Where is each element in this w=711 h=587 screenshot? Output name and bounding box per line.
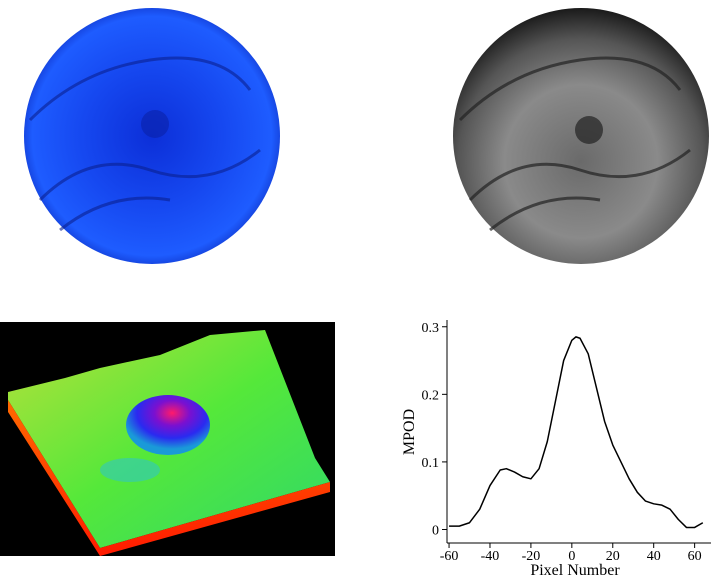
gray-fundus-image bbox=[453, 8, 709, 264]
x-tick-label: -60 bbox=[440, 549, 459, 564]
x-tick-label: -20 bbox=[522, 549, 541, 564]
y-tick-label: 0.2 bbox=[422, 388, 440, 403]
x-tick-label: 0 bbox=[568, 549, 575, 564]
x-tick-label: 40 bbox=[647, 549, 661, 564]
x-tick-label: 20 bbox=[606, 549, 620, 564]
y-tick-label: 0.3 bbox=[422, 321, 440, 336]
blue-fundus-image bbox=[24, 8, 280, 264]
x-tick-label: -40 bbox=[481, 549, 500, 564]
y-axis-label: MPOD bbox=[401, 409, 418, 455]
y-tick-label: 0.1 bbox=[422, 456, 440, 471]
line-chart: MPOD Pixel Number 0 0.1 0.2 0.3 -60 -40 -20 0 20… bbox=[401, 320, 711, 579]
surface-plot-image bbox=[0, 322, 335, 556]
data-line bbox=[449, 336, 704, 529]
x-axis-label: Pixel Number bbox=[530, 562, 620, 579]
x-tick-label: 60 bbox=[688, 549, 702, 564]
y-tick-label: 0 bbox=[432, 523, 439, 538]
